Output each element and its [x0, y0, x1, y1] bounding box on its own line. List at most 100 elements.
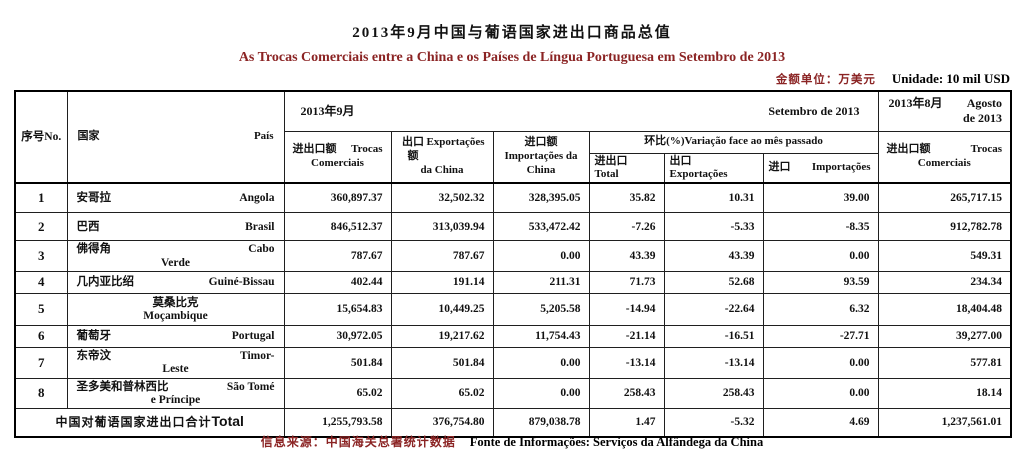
- value-cell: -14.94: [588, 292, 665, 326]
- header-sep-zh: 2013年9月: [300, 103, 355, 118]
- value-cell: -27.71: [762, 324, 879, 348]
- country-name-pt-line2: Verde: [161, 256, 190, 269]
- header-aug-zh: 2013年8月: [888, 96, 943, 111]
- value-cell: 787.67: [390, 240, 494, 272]
- country-line1: 圣多美和普林西比 São Tomé: [77, 380, 275, 394]
- total-value-cell: 376,754.80: [390, 408, 494, 438]
- header-importacoes-pt-line2: China: [526, 163, 556, 176]
- country-line1: 安哥拉 Angola: [77, 191, 275, 205]
- table-body: 1 安哥拉 Angola 360,897.37 32,502.32 328,395.05 3…: [14, 182, 1012, 438]
- header-trocas-pt-line2: Comerciais: [311, 156, 364, 169]
- header-var-importacoes-zh: 进口: [768, 160, 791, 173]
- value-cell: 0.00: [492, 346, 590, 379]
- country-line1: 东帝汶 Timor-: [77, 349, 275, 363]
- value-cell: 32,502.32: [390, 182, 494, 214]
- value-cell: 258.43: [663, 377, 764, 410]
- table-row: 6 葡萄牙 Portugal 30,972.05 19,217.62 11,754.43-…: [14, 324, 1012, 348]
- country-name-pt-line2: Leste: [162, 363, 189, 376]
- header-var-total: 进出口 Total: [588, 152, 665, 184]
- value-cell: 501.84: [283, 346, 392, 379]
- row-index: 5: [14, 292, 68, 326]
- header-importacoes-zh: 进口额: [524, 136, 558, 149]
- table-row: 7 东帝汶 Timor- Leste 501.84 501.84 0.00 -13.14 -13…: [14, 346, 1012, 379]
- value-cell: -21.14: [588, 324, 665, 348]
- units-note: 金额单位：万美元 Unidade: 10 mil USD: [776, 70, 1010, 88]
- value-cell: 234.34: [877, 270, 1012, 294]
- total-value-cell: 1,237,561.01: [877, 408, 1012, 438]
- country-cell: 安哥拉 Angola: [66, 182, 285, 214]
- total-label-zh: 中国对葡语国家进出口合计: [55, 415, 212, 430]
- value-cell: -22.64: [663, 292, 764, 326]
- value-cell: 0.00: [762, 240, 879, 272]
- country-line1: 巴西 Brasil: [77, 220, 275, 234]
- value-cell: 65.02: [283, 377, 392, 410]
- header-country: 国家 País: [66, 90, 285, 184]
- row-index: 3: [14, 240, 68, 272]
- total-label-pt: Total: [211, 413, 244, 430]
- header-country-zh: 国家: [77, 130, 100, 143]
- country-name-pt: Brasil: [245, 220, 275, 233]
- value-cell: -7.26: [588, 212, 665, 242]
- value-cell: 0.00: [492, 240, 590, 272]
- row-index: 7: [14, 346, 68, 379]
- units-label-pt: Unidade: 10 mil USD: [891, 71, 1010, 86]
- value-cell: 71.73: [588, 270, 665, 294]
- value-cell: 402.44: [283, 270, 392, 294]
- value-cell: -8.35: [762, 212, 879, 242]
- total-value-cell: 1,255,793.58: [283, 408, 392, 438]
- country-cell: 佛得角 Cabo Verde: [66, 240, 285, 272]
- table-row: 5 莫桑比克 Moçambique 15,654.83 10,449.25 5,205.5…: [14, 292, 1012, 326]
- value-cell: 533,472.42: [492, 212, 590, 242]
- header-sep-pt: Setembro de 2013: [768, 103, 860, 118]
- total-row: 中国对葡语国家进出口合计Total 1,255,793.58 376,754.80 8…: [14, 408, 1012, 438]
- value-cell: 52.68: [663, 270, 764, 294]
- value-cell: -13.14: [663, 346, 764, 379]
- country-cell: 几内亚比绍 Guiné-Bissau: [66, 270, 285, 294]
- header-var-importacoes-pt: Importações: [811, 160, 871, 173]
- value-cell: -16.51: [663, 324, 764, 348]
- total-value-cell: 879,038.78: [492, 408, 590, 438]
- value-cell: 65.02: [390, 377, 494, 410]
- country-cell: 葡萄牙 Portugal: [66, 324, 285, 348]
- value-cell: 5,205.58: [492, 292, 590, 326]
- value-cell: 328,395.05: [492, 182, 590, 214]
- header-var-exportacoes-zh: 出口: [669, 154, 692, 167]
- total-value-cell: -5.32: [663, 408, 764, 438]
- country-name-pt-line2: Moçambique: [143, 310, 208, 323]
- table-row: 8 圣多美和普林西比 São Tomé e Príncipe 65.02 65.02 0.0…: [14, 377, 1012, 410]
- value-cell: 360,897.37: [283, 182, 392, 214]
- value-cell: 549.31: [877, 240, 1012, 272]
- header-exportacoes-pt-line1: Exportações: [426, 136, 485, 149]
- value-cell: 0.00: [492, 377, 590, 410]
- country-name-zh: 佛得角: [76, 243, 112, 256]
- header-exportacoes-zh: 出口额: [401, 136, 424, 162]
- value-cell: 18,404.48: [877, 292, 1012, 326]
- value-cell: 258.43: [588, 377, 665, 410]
- header-aug-trocas-pt-line2: Comerciais: [917, 156, 971, 169]
- value-cell: 39.00: [762, 182, 879, 214]
- value-cell: 11,754.43: [492, 324, 590, 348]
- country-name-zh: 安哥拉: [76, 191, 112, 204]
- header-var-total-pt: Total: [594, 167, 619, 180]
- header-exportacoes-pt-line2: da China: [420, 163, 464, 176]
- value-cell: 15,654.83: [283, 292, 392, 326]
- value-cell: 43.39: [588, 240, 665, 272]
- value-cell: -13.14: [588, 346, 665, 379]
- country-name-pt: Timor-: [240, 349, 275, 362]
- country-name-pt: Angola: [239, 191, 275, 204]
- header-trocas-pt-line1: Trocas: [351, 142, 383, 155]
- value-cell: 10,449.25: [390, 292, 494, 326]
- country-name-pt: Cabo: [248, 243, 275, 256]
- country-name-zh: 巴西: [76, 220, 100, 233]
- country-cell: 东帝汶 Timor- Leste: [66, 346, 285, 379]
- country-line1: 几内亚比绍 Guiné-Bissau: [77, 275, 275, 289]
- value-cell: 787.67: [283, 240, 392, 272]
- header-aug-trocas: 进出口额 Trocas Comerciais: [877, 130, 1012, 184]
- header-var-exportacoes: 出口 Exportações: [663, 152, 764, 184]
- value-cell: 313,039.94: [390, 212, 494, 242]
- value-cell: 10.31: [663, 182, 764, 214]
- value-cell: 912,782.78: [877, 212, 1012, 242]
- table-row: 2 巴西 Brasil 846,512.37 313,039.94 533,472.42-…: [14, 212, 1012, 242]
- header-country-pt: País: [253, 130, 274, 143]
- table-header: 序号No. 国家 País 2013年9月 Setembro de 2013 2: [14, 90, 1012, 184]
